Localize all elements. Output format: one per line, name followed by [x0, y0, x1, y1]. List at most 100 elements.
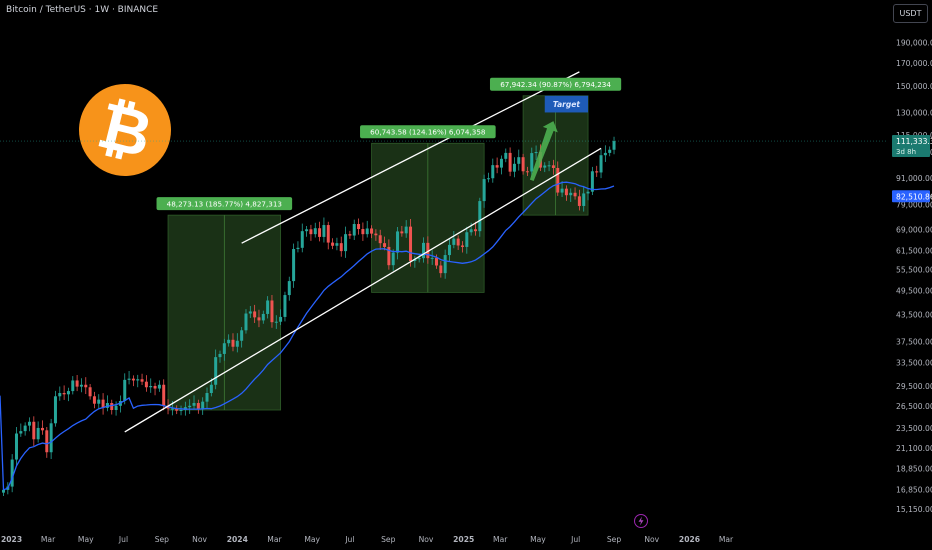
- candle[interactable]: [521, 153, 525, 175]
- candle[interactable]: [79, 378, 83, 393]
- candle[interactable]: [66, 387, 70, 402]
- candle[interactable]: [45, 427, 49, 458]
- candle[interactable]: [88, 383, 92, 400]
- candle[interactable]: [196, 399, 200, 414]
- candle[interactable]: [53, 390, 57, 427]
- candle[interactable]: [127, 371, 131, 385]
- candle[interactable]: [491, 158, 495, 183]
- candle[interactable]: [105, 395, 109, 412]
- candle[interactable]: [612, 136, 616, 155]
- candle[interactable]: [486, 172, 490, 183]
- candle[interactable]: [192, 395, 196, 410]
- candle[interactable]: [131, 375, 135, 387]
- candle[interactable]: [19, 423, 23, 437]
- candle[interactable]: [534, 145, 538, 160]
- candle[interactable]: [218, 350, 222, 363]
- candle[interactable]: [331, 238, 335, 250]
- candle[interactable]: [305, 225, 309, 237]
- candle[interactable]: [144, 375, 148, 392]
- candle[interactable]: [352, 219, 356, 241]
- candle[interactable]: [322, 217, 326, 243]
- candle[interactable]: [530, 147, 534, 178]
- candle[interactable]: [339, 236, 343, 257]
- candle[interactable]: [214, 349, 218, 390]
- candle[interactable]: [465, 226, 469, 254]
- candle[interactable]: [383, 236, 387, 251]
- candle[interactable]: [14, 426, 18, 467]
- candle[interactable]: [378, 229, 382, 250]
- candle[interactable]: [92, 391, 96, 409]
- candle[interactable]: [209, 378, 213, 397]
- candle[interactable]: [569, 188, 573, 202]
- candle[interactable]: [556, 161, 560, 196]
- candle[interactable]: [292, 243, 296, 288]
- candle[interactable]: [608, 146, 612, 157]
- candle[interactable]: [296, 241, 300, 253]
- candle[interactable]: [456, 235, 460, 250]
- candle[interactable]: [149, 378, 153, 393]
- candle[interactable]: [287, 276, 291, 301]
- candle[interactable]: [404, 220, 408, 238]
- candle[interactable]: [110, 399, 114, 415]
- candle[interactable]: [560, 181, 564, 198]
- candle[interactable]: [361, 222, 365, 241]
- candle[interactable]: [32, 416, 36, 447]
- candle[interactable]: [10, 454, 14, 493]
- candle[interactable]: [27, 417, 31, 432]
- candle[interactable]: [101, 393, 105, 415]
- candle[interactable]: [409, 219, 413, 267]
- candle[interactable]: [504, 148, 508, 163]
- candle[interactable]: [396, 227, 400, 260]
- candle[interactable]: [499, 155, 503, 175]
- candle[interactable]: [205, 387, 209, 409]
- channel-upper-line[interactable]: [241, 71, 580, 244]
- candle[interactable]: [417, 253, 421, 263]
- candle[interactable]: [365, 220, 369, 238]
- candle[interactable]: [357, 218, 361, 235]
- currency-button[interactable]: USDT: [893, 4, 928, 23]
- candle[interactable]: [543, 162, 547, 173]
- candle[interactable]: [387, 239, 391, 270]
- candle[interactable]: [564, 185, 568, 201]
- time-axis[interactable]: 2023 Mar May Jul Sep Nov 2024 Mar May Jul Sep Nov 20…: [1, 535, 734, 544]
- moving-average-line[interactable]: [0, 181, 615, 491]
- candle[interactable]: [547, 160, 551, 172]
- candle[interactable]: [279, 309, 283, 326]
- candle[interactable]: [179, 405, 183, 416]
- candle[interactable]: [430, 250, 434, 265]
- candle[interactable]: [97, 394, 101, 410]
- candle[interactable]: [577, 189, 581, 211]
- candle[interactable]: [586, 188, 590, 201]
- candle[interactable]: [274, 315, 278, 329]
- candle[interactable]: [590, 166, 594, 196]
- candle[interactable]: [573, 187, 577, 200]
- candle[interactable]: [136, 374, 140, 388]
- candle[interactable]: [40, 420, 44, 435]
- candle[interactable]: [400, 225, 404, 237]
- candle[interactable]: [443, 249, 447, 279]
- candle[interactable]: [313, 222, 317, 238]
- candle[interactable]: [157, 380, 161, 392]
- candle[interactable]: [512, 157, 516, 178]
- candle[interactable]: [222, 338, 226, 361]
- candle[interactable]: [114, 401, 118, 416]
- candle[interactable]: [240, 327, 244, 348]
- candle[interactable]: [413, 255, 417, 268]
- candle[interactable]: [318, 221, 322, 242]
- candle[interactable]: [231, 333, 235, 352]
- candle[interactable]: [266, 296, 270, 319]
- candle[interactable]: [36, 421, 40, 443]
- candle[interactable]: [235, 333, 239, 353]
- candle[interactable]: [188, 399, 192, 414]
- candle[interactable]: [309, 224, 313, 241]
- candle[interactable]: [71, 376, 75, 395]
- candle[interactable]: [227, 334, 231, 347]
- candle[interactable]: [270, 295, 274, 328]
- candle[interactable]: [582, 185, 586, 212]
- candle[interactable]: [551, 159, 555, 175]
- candle[interactable]: [473, 221, 477, 236]
- candle[interactable]: [422, 237, 426, 263]
- candle[interactable]: [23, 422, 27, 436]
- channel-lower-line[interactable]: [124, 147, 602, 433]
